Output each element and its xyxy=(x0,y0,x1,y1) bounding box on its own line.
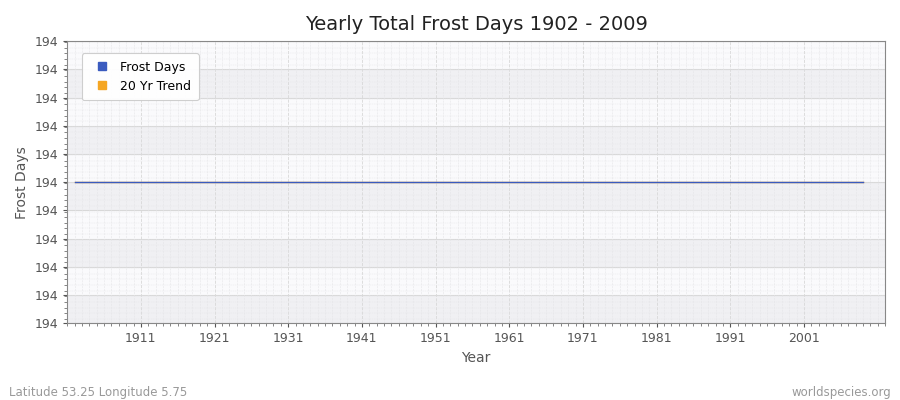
Bar xyxy=(68,154,885,182)
Bar xyxy=(68,295,885,324)
Bar xyxy=(68,267,885,295)
Text: Latitude 53.25 Longitude 5.75: Latitude 53.25 Longitude 5.75 xyxy=(9,386,187,399)
Title: Yearly Total Frost Days 1902 - 2009: Yearly Total Frost Days 1902 - 2009 xyxy=(305,15,647,34)
Bar xyxy=(68,69,885,98)
Bar xyxy=(68,210,885,239)
Y-axis label: Frost Days: Frost Days xyxy=(15,146,29,219)
Bar xyxy=(68,239,885,267)
Legend: Frost Days, 20 Yr Trend: Frost Days, 20 Yr Trend xyxy=(82,53,199,100)
Bar xyxy=(68,41,885,69)
Text: worldspecies.org: worldspecies.org xyxy=(791,386,891,399)
Bar xyxy=(68,182,885,210)
Bar xyxy=(68,98,885,126)
X-axis label: Year: Year xyxy=(462,351,490,365)
Bar xyxy=(68,126,885,154)
